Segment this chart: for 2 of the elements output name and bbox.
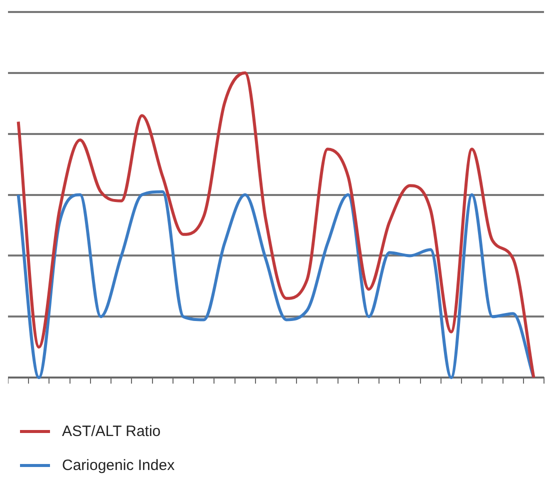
legend-label: AST/ALT Ratio [62,422,161,440]
legend-label: Cariogenic Index [62,456,175,474]
